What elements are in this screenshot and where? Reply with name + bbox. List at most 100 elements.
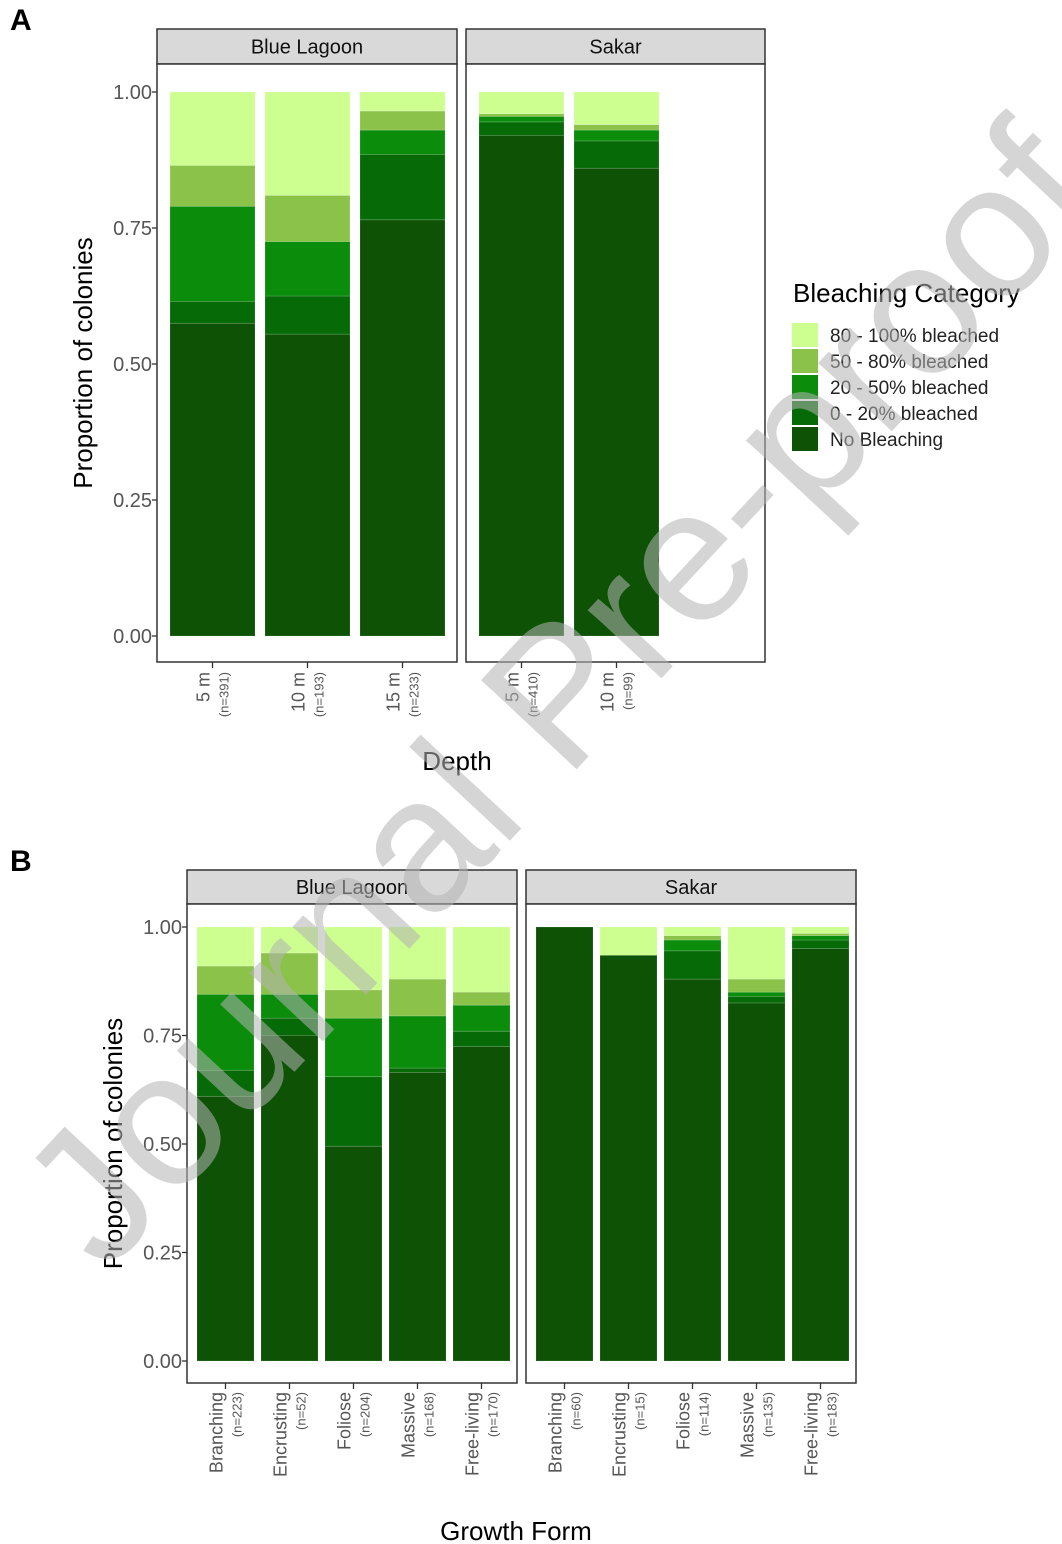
- x-tick-label: Foliose: [674, 1392, 694, 1450]
- bar-segment-50-80-bleached: [260, 952, 319, 995]
- panel-letter: A: [10, 4, 32, 37]
- bar-segment-0-20-bleached: [663, 950, 722, 980]
- x-tick-sample-size: (n=170): [486, 1392, 501, 1437]
- y-tick-label: 0.00: [143, 1351, 182, 1373]
- bar-segment-20-50-bleached: [791, 935, 850, 941]
- x-tick-label-group: Free-living (n=170): [463, 1392, 501, 1476]
- x-tick-sample-size: (n=168): [422, 1392, 437, 1437]
- facet-strip: [156, 28, 458, 65]
- bar-segment-50-80-bleached: [359, 110, 446, 131]
- x-axis-title: Depth: [422, 746, 491, 776]
- facet-strip: [186, 869, 518, 905]
- bar-segment-80-100-bleached: [388, 926, 447, 980]
- bar-segment-no-bleaching: [452, 1046, 511, 1362]
- bar-segment-50-80-bleached: [169, 165, 256, 207]
- bar-segment-80-100-bleached: [196, 926, 255, 967]
- bar-segment-no-bleaching: [599, 954, 658, 1362]
- legend-label: 0 - 20% bleached: [830, 404, 978, 425]
- bar-segment-80-100-bleached: [599, 926, 658, 956]
- y-tick-label: 0.50: [113, 354, 152, 376]
- y-tick-label: 0.75: [113, 218, 152, 240]
- bar-segment-no-bleaching: [359, 219, 446, 637]
- bar-segment-no-bleaching: [388, 1072, 447, 1362]
- bar-segment-80-100-bleached: [663, 926, 722, 936]
- bar-segment-80-100-bleached: [727, 926, 786, 980]
- bar-segment-no-bleaching: [573, 167, 660, 637]
- x-tick-label-group: Massive (n=168): [399, 1392, 437, 1458]
- bar-segment-20-50-bleached: [260, 993, 319, 1019]
- bar-segment-20-50-bleached: [727, 991, 786, 997]
- bar-segment-50-80-bleached: [452, 991, 511, 1006]
- x-tick-label-group: Encrusting (n=15): [610, 1392, 648, 1477]
- bar-segment-80-100-bleached: [573, 91, 660, 125]
- bar-segment-50-80-bleached: [791, 933, 850, 936]
- x-tick-label-group: 10 m (n=99): [598, 672, 636, 712]
- bar-segment-20-50-bleached: [324, 1017, 383, 1078]
- legend-label: 20 - 50% bleached: [830, 378, 988, 399]
- x-tick-label-group: 15 m (n=233): [384, 672, 422, 717]
- x-tick-label-group: 10 m (n=193): [289, 672, 327, 717]
- bar-segment-80-100-bleached: [452, 926, 511, 993]
- bar-segment-no-bleaching: [324, 1145, 383, 1362]
- x-tick-label-group: 5 m (n=391): [194, 672, 232, 717]
- x-tick-label: 15 m: [384, 672, 404, 712]
- x-tick-label-group: Branching (n=60): [546, 1392, 584, 1473]
- y-tick-label: 0.50: [143, 1134, 182, 1156]
- x-tick-label-group: 5 m (n=410): [503, 672, 541, 717]
- bar-segment-20-50-bleached: [359, 129, 446, 155]
- x-tick-label-group: Branching (n=223): [207, 1392, 245, 1473]
- legend-swatch-80-100-bleached: [792, 323, 818, 347]
- y-axis-title: Proportion of colonies: [98, 1018, 128, 1269]
- bar-segment-50-80-bleached: [264, 195, 351, 242]
- bar-segment-0-20-bleached: [324, 1076, 383, 1147]
- x-tick-label: 5 m: [194, 672, 214, 702]
- bar-segment-20-50-bleached: [452, 1004, 511, 1032]
- bar-segment-80-100-bleached: [478, 91, 565, 115]
- bar-segment-no-bleaching: [791, 948, 850, 1362]
- bar-segment-no-bleaching: [260, 1035, 319, 1362]
- bar-segment-20-50-bleached: [169, 205, 256, 302]
- legend-label: No Bleaching: [830, 430, 943, 451]
- x-tick-label: 5 m: [503, 672, 523, 702]
- bar-segment-0-20-bleached: [478, 121, 565, 136]
- y-tick-label: 0.00: [113, 626, 152, 648]
- legend-swatch-20-50-bleached: [792, 375, 818, 399]
- x-tick-label: Encrusting: [271, 1392, 291, 1477]
- bar-segment-80-100-bleached: [359, 91, 446, 112]
- bar-segment-50-80-bleached: [727, 978, 786, 993]
- x-tick-label: Branching: [207, 1392, 227, 1473]
- bar-segment-50-80-bleached: [573, 124, 660, 131]
- x-axis-title: Growth Form: [440, 1516, 592, 1544]
- facet-label: Sakar: [589, 37, 642, 59]
- panel-letter: B: [10, 845, 32, 878]
- bar-segment-0-20-bleached: [196, 1069, 255, 1097]
- x-tick-label-group: Free-living (n=183): [802, 1392, 840, 1476]
- x-tick-label: Massive: [738, 1392, 758, 1458]
- bar-segment-80-100-bleached: [260, 926, 319, 954]
- x-tick-sample-size: (n=114): [697, 1392, 712, 1436]
- x-tick-sample-size: (n=233): [407, 672, 422, 717]
- x-tick-label: Foliose: [335, 1392, 355, 1450]
- bar-segment-80-100-bleached: [324, 926, 383, 991]
- bar-segment-no-bleaching: [663, 978, 722, 1362]
- bar-segment-no-bleaching: [535, 926, 594, 1362]
- legend-swatch-50-80-bleached: [792, 349, 818, 373]
- bar-segment-0-20-bleached: [452, 1030, 511, 1047]
- y-tick-label: 1.00: [113, 82, 152, 104]
- bar-segment-50-80-bleached: [196, 965, 255, 995]
- x-tick-label-group: Foliose (n=114): [674, 1392, 712, 1450]
- facet-strip: [525, 869, 857, 905]
- legend-swatch-0-20-bleached: [792, 401, 818, 425]
- bar-segment-20-50-bleached: [663, 939, 722, 952]
- facet-blue-lagoon: Blue Lagoon 5 m (n=391) 10 m (n=193) 15 m (n=2…: [156, 28, 458, 717]
- x-tick-sample-size: (n=223): [230, 1392, 245, 1437]
- y-tick-label: 1.00: [143, 917, 182, 939]
- bar-segment-20-50-bleached: [478, 116, 565, 123]
- legend-label: 50 - 80% bleached: [830, 352, 988, 373]
- x-tick-sample-size: (n=410): [526, 672, 541, 717]
- bar-segment-50-80-bleached: [663, 935, 722, 941]
